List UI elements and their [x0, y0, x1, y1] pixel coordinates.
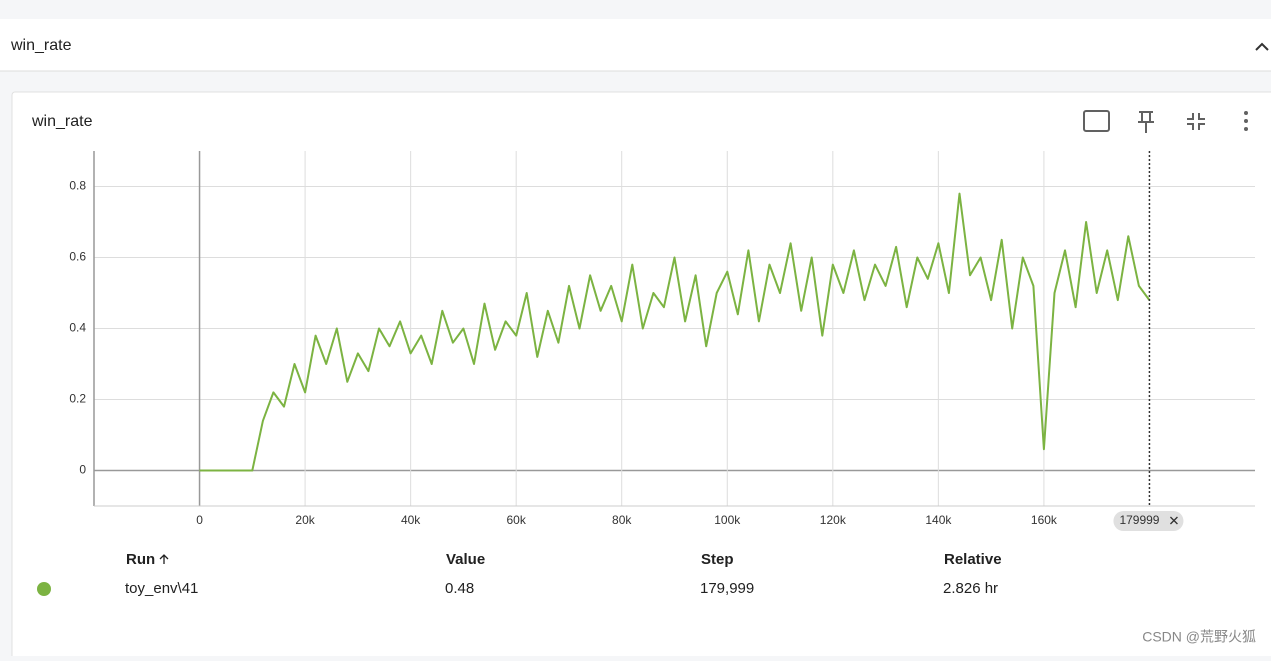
collapse-chart-button[interactable] — [1187, 113, 1205, 130]
y-tick-label: 0.2 — [69, 392, 86, 406]
x-tick-label: 60k — [507, 513, 527, 527]
pin-button[interactable] — [1138, 111, 1154, 133]
card — [11, 91, 1271, 661]
cell: 179,999 — [700, 580, 754, 597]
sort-arrow — [159, 554, 169, 564]
y-tick-label: 0.6 — [69, 250, 86, 264]
run-name: toy_env\41 — [125, 580, 198, 597]
x-tick-label: 120k — [820, 513, 847, 527]
hover-label: 179999 — [1119, 513, 1159, 527]
watermark: CSDN @荒野火狐 — [1142, 629, 1256, 645]
x-tick-label: 0 — [196, 513, 203, 527]
x-tick-label: 160k — [1031, 513, 1058, 527]
column-header: Value — [446, 551, 485, 568]
more-button[interactable] — [1244, 111, 1248, 131]
column-header: Relative — [944, 551, 1002, 568]
x-tick-label: 40k — [401, 513, 421, 527]
x-tick-label: 20k — [295, 513, 315, 527]
x-tick-label: 80k — [612, 513, 632, 527]
y-tick-label: 0 — [79, 463, 86, 477]
fit-button[interactable] — [1083, 110, 1110, 132]
column-header: Step — [701, 551, 734, 568]
cell: 0.48 — [445, 580, 474, 597]
y-tick-label: 0.4 — [69, 321, 86, 335]
column-header[interactable]: Run — [126, 551, 155, 568]
section-title: win_rate — [10, 37, 72, 54]
run-color — [37, 582, 51, 596]
cell: 2.826 hr — [943, 580, 998, 597]
section-header — [0, 19, 1271, 71]
y-tick-label: 0.8 — [69, 179, 86, 193]
hover-close[interactable] — [1169, 516, 1178, 525]
x-tick-label: 140k — [925, 513, 952, 527]
series-line — [199, 192, 1151, 472]
hover-chip — [1113, 511, 1184, 531]
card-title: win_rate — [31, 113, 93, 130]
x-tick-label: 100k — [714, 513, 741, 527]
card-toolbar — [1083, 110, 1205, 133]
collapse-button[interactable] — [1255, 42, 1269, 51]
